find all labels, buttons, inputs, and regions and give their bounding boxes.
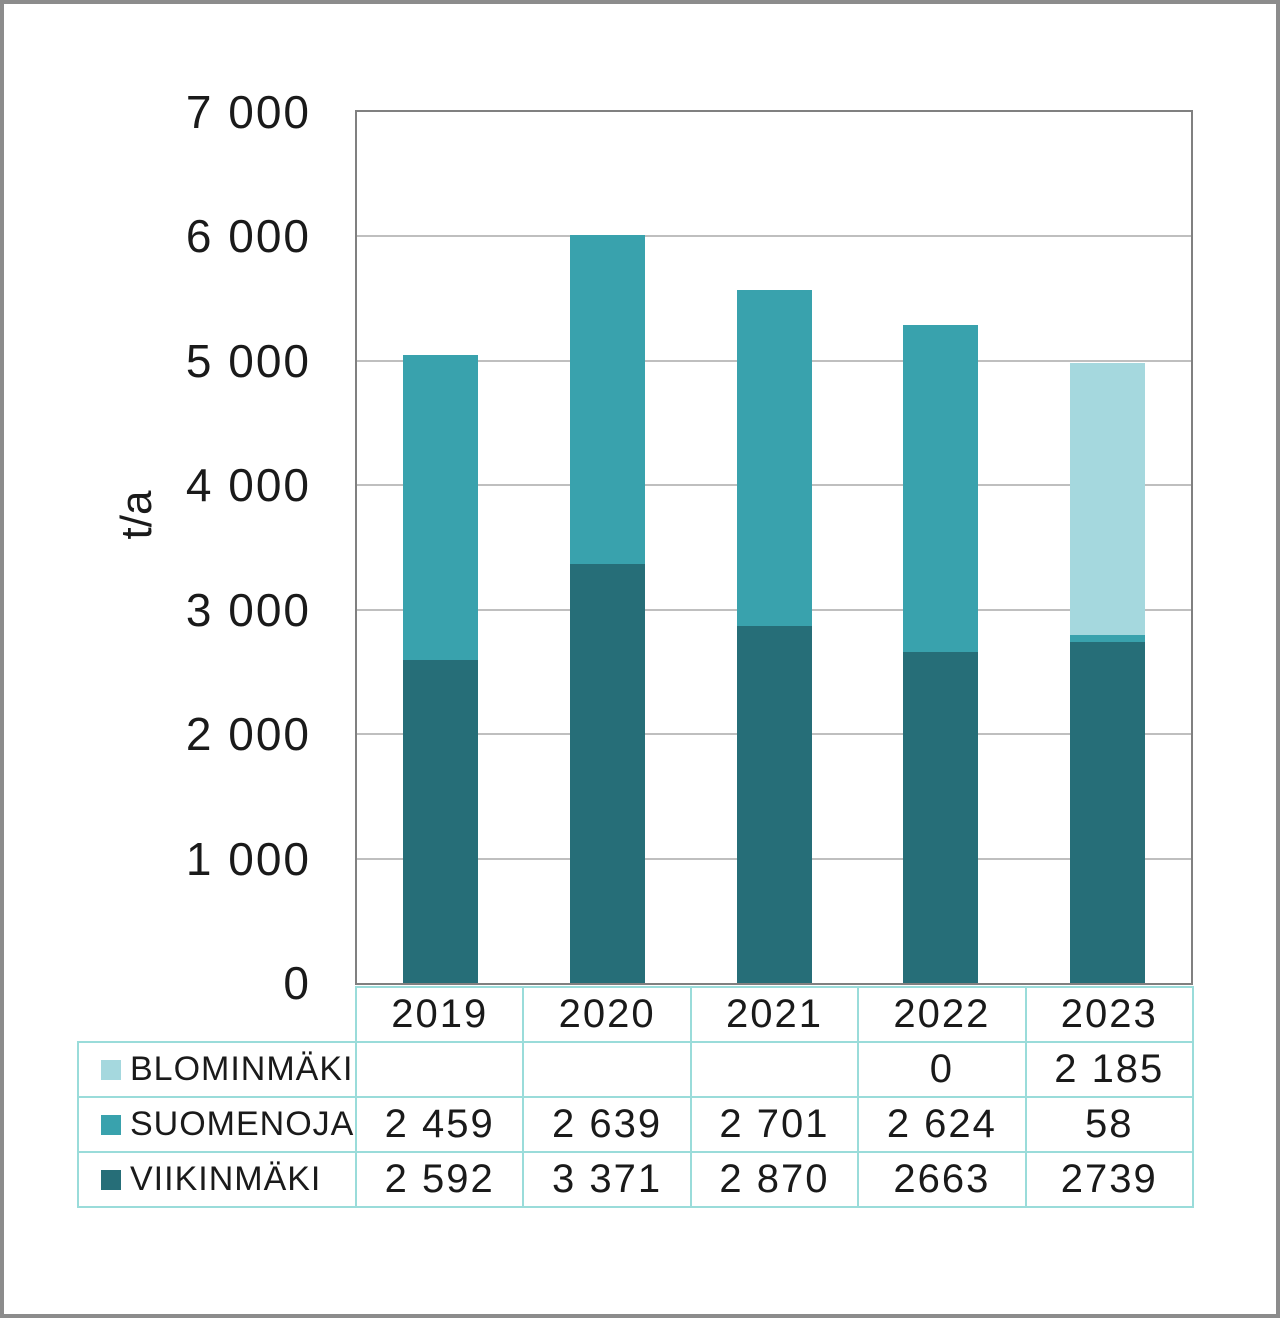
table-value-cell: 2 701	[689, 1096, 860, 1153]
table-value-cell	[689, 1041, 860, 1098]
bar-stack-2019	[402, 354, 478, 983]
table-value-cell: 58	[1024, 1096, 1194, 1153]
bar-stack-2023	[1070, 363, 1146, 983]
data-table: 2019 2020 2021 2022 2023 BLOMINMÄKI 0 2 185 SUO…	[77, 986, 1194, 1208]
legend-label: SUOMENOJA	[130, 1105, 355, 1143]
bar-segment-viikinmäki	[569, 563, 645, 983]
table-row-suomenoja: SUOMENOJA 2 459 2 639 2 701 2 624 58	[77, 1096, 1194, 1153]
legend-swatch	[101, 1114, 121, 1135]
table-value-cell: 2 639	[522, 1096, 692, 1153]
year-header-cell: 2019	[354, 986, 525, 1043]
table-row-blominmäki: BLOMINMÄKI 0 2 185	[77, 1041, 1194, 1098]
bar-segment-suomenoja	[569, 235, 645, 564]
table-value-cell: 2 870	[689, 1151, 860, 1208]
y-axis-tick-label: 6 000	[185, 210, 311, 263]
table-value-cell: 2 459	[354, 1096, 525, 1153]
gridline	[357, 235, 1191, 238]
table-value-cell	[354, 1041, 525, 1098]
bar-stack-2022	[903, 325, 979, 983]
legend-cell: VIIKINMÄKI	[77, 1151, 357, 1208]
year-header-cell: 2022	[857, 986, 1027, 1043]
bar-stack-2021	[736, 289, 812, 983]
table-value-cell: 2 592	[354, 1151, 525, 1208]
year-header-cell: 2023	[1024, 986, 1194, 1043]
table-value-cell: 2663	[857, 1151, 1027, 1208]
y-axis-tick-label: 0	[283, 957, 311, 1009]
legend-label: VIIKINMÄKI	[130, 1160, 322, 1198]
legend-cell: SUOMENOJA	[77, 1096, 357, 1153]
legend-cell: BLOMINMÄKI	[77, 1041, 357, 1098]
bar-segment-suomenoja	[903, 325, 979, 652]
y-axis-tick-label: 1 000	[185, 832, 311, 885]
year-header-cell: 2021	[689, 986, 860, 1043]
bar-segment-suomenoja	[736, 289, 812, 626]
table-corner-blank	[78, 987, 356, 1042]
bar-segment-viikinmäki	[402, 660, 478, 983]
y-axis-tick-label: 5 000	[185, 334, 311, 387]
bar-segment-blominmäki	[1070, 363, 1146, 635]
table-value-cell: 2 185	[1024, 1041, 1194, 1098]
legend-swatch	[101, 1059, 121, 1080]
bar-segment-viikinmäki	[736, 625, 812, 983]
year-header-cell: 2020	[522, 986, 692, 1043]
y-axis-tick-label: 4 000	[185, 459, 311, 512]
y-axis-tick-label: 2 000	[185, 708, 311, 761]
table-value-cell: 0	[857, 1041, 1027, 1098]
table-value-cell: 2 624	[857, 1096, 1027, 1153]
legend-swatch	[101, 1169, 121, 1190]
bar-segment-viikinmäki	[903, 651, 979, 983]
table-value-cell: 3 371	[522, 1151, 692, 1208]
y-axis-tick-label: 7 000	[185, 86, 311, 138]
bar-segment-suomenoja	[1070, 635, 1146, 643]
table-header-row: 2019 2020 2021 2022 2023	[78, 986, 1194, 1043]
plot-area	[355, 110, 1193, 985]
y-axis-tick-label: 3 000	[185, 583, 311, 636]
bar-segment-viikinmäki	[1070, 642, 1146, 983]
legend-label: BLOMINMÄKI	[130, 1050, 354, 1088]
table-row-viikinmäki: VIIKINMÄKI 2 592 3 371 2 870 2663 2739	[77, 1151, 1194, 1208]
bar-segment-suomenoja	[402, 354, 478, 661]
table-value-cell: 2739	[1024, 1151, 1194, 1208]
table-value-cell	[522, 1041, 692, 1098]
bar-stack-2020	[569, 235, 645, 983]
